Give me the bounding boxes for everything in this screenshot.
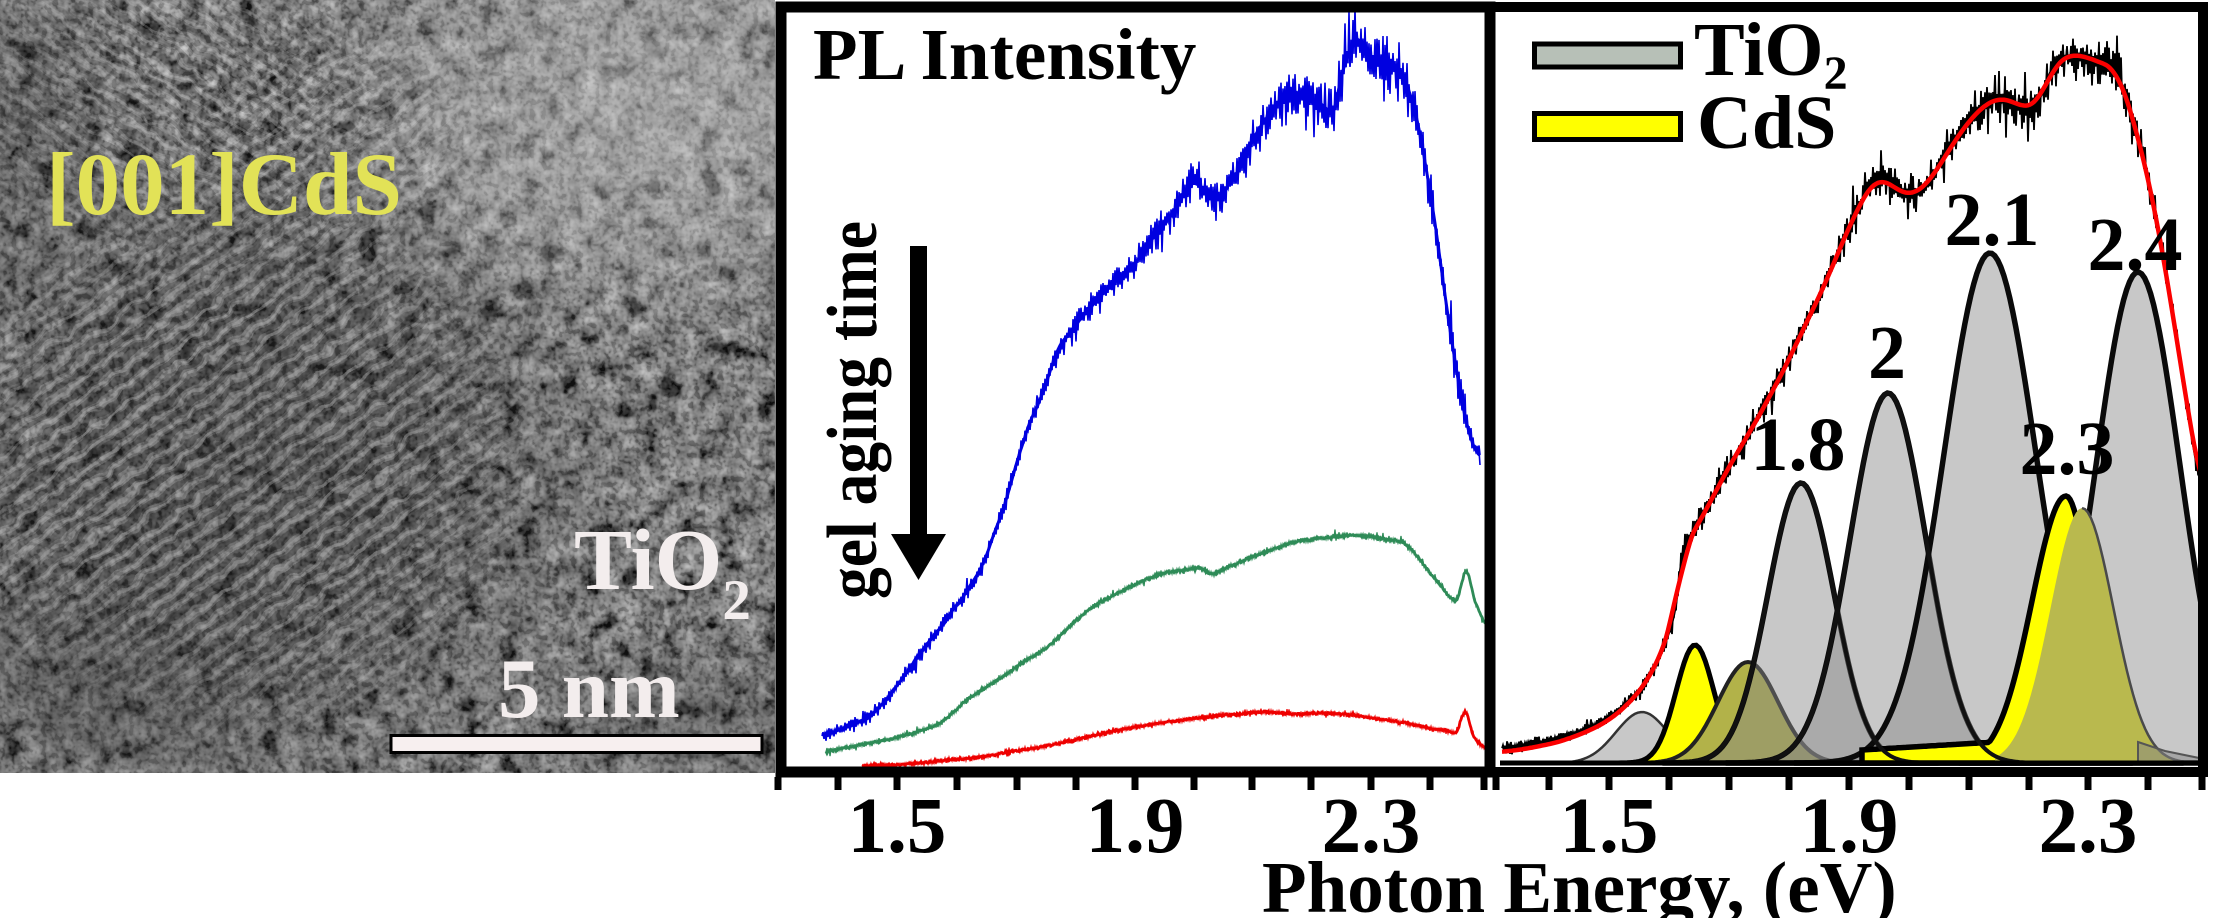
svg-text:1.5: 1.5 (1560, 783, 1659, 870)
svg-text:2.3: 2.3 (2020, 407, 2115, 491)
svg-text:1.5: 1.5 (848, 783, 947, 870)
svg-text:PL Intensity: PL Intensity (813, 14, 1196, 95)
svg-text:2.1: 2.1 (1945, 178, 2040, 262)
svg-text:CdS: CdS (1697, 81, 1836, 165)
svg-text:2.3: 2.3 (2039, 783, 2138, 870)
svg-text:gel aging time: gel aging time (814, 221, 892, 599)
svg-text:1.9: 1.9 (1800, 783, 1899, 870)
svg-text:1.8: 1.8 (1751, 403, 1846, 487)
svg-text:2.3: 2.3 (1322, 783, 1421, 870)
svg-text:2: 2 (1868, 311, 1906, 395)
svg-text:2.4: 2.4 (2088, 203, 2183, 287)
svg-text:TiO2: TiO2 (1694, 8, 1848, 100)
svg-text:1.9: 1.9 (1086, 783, 1185, 870)
svg-text:[001]CdS: [001]CdS (46, 136, 402, 234)
svg-text:5 nm: 5 nm (498, 642, 680, 736)
svg-text:Photon Energy, (eV): Photon Energy, (eV) (1262, 847, 1897, 918)
